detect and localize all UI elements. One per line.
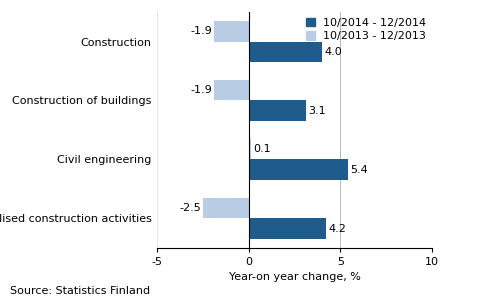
Text: -2.5: -2.5 bbox=[179, 203, 201, 213]
Bar bbox=[249, 41, 322, 62]
Text: 4.2: 4.2 bbox=[328, 223, 346, 233]
X-axis label: Year-on year change, %: Year-on year change, % bbox=[229, 272, 360, 282]
Text: Source: Statistics Finland: Source: Statistics Finland bbox=[10, 286, 150, 296]
Bar bbox=[214, 80, 249, 100]
Bar bbox=[203, 198, 249, 218]
Legend: 10/2014 - 12/2014, 10/2013 - 12/2013: 10/2014 - 12/2014, 10/2013 - 12/2013 bbox=[305, 18, 427, 41]
Text: -1.9: -1.9 bbox=[190, 85, 212, 95]
Text: 4.0: 4.0 bbox=[324, 47, 342, 57]
Text: 5.4: 5.4 bbox=[350, 165, 368, 175]
Bar bbox=[249, 159, 348, 180]
Text: 0.1: 0.1 bbox=[253, 144, 271, 154]
Bar bbox=[249, 218, 326, 239]
Bar bbox=[214, 21, 249, 41]
Bar bbox=[249, 139, 250, 159]
Text: 3.1: 3.1 bbox=[308, 106, 326, 116]
Text: -1.9: -1.9 bbox=[190, 26, 212, 36]
Bar bbox=[249, 100, 305, 121]
